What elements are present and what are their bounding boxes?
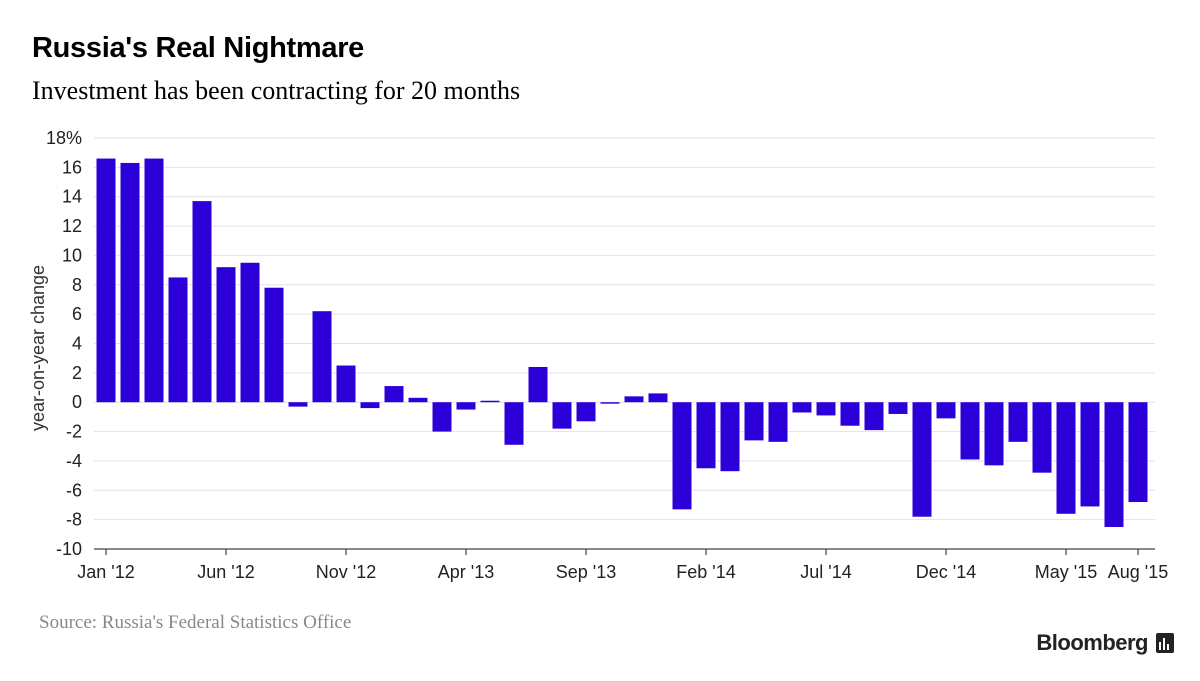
x-tick-label: Jun '12: [197, 562, 254, 582]
y-tick-label: 16: [62, 157, 82, 177]
bar: [792, 402, 812, 413]
bar: [864, 402, 884, 431]
bar: [960, 402, 980, 460]
y-tick-label: 2: [72, 363, 82, 383]
bar: [504, 402, 524, 445]
y-tick-label: -2: [66, 422, 82, 442]
x-tick-label: Dec '14: [916, 562, 976, 582]
bar: [1008, 402, 1028, 442]
bar: [912, 402, 932, 517]
bar: [624, 396, 644, 403]
source-note: Source: Russia's Federal Statistics Offi…: [39, 612, 352, 633]
bar: [672, 402, 692, 510]
bar: [840, 402, 860, 426]
bar: [552, 402, 572, 429]
bar: [1104, 402, 1124, 527]
bar: [120, 162, 140, 403]
bar: [576, 402, 596, 422]
bar: [240, 262, 260, 403]
bar: [408, 397, 428, 403]
bar: [144, 158, 164, 403]
bloomberg-chart-icon: [1156, 633, 1174, 653]
bar: [888, 402, 908, 414]
x-axis: Jan '12 Jun '12 Nov '12 Apr '13 Sep '13 Feb '…: [77, 548, 1169, 582]
bar: [600, 402, 620, 404]
y-tick-label: 12: [62, 216, 82, 236]
bar: [360, 402, 380, 409]
bar: [720, 402, 740, 472]
bar: [744, 402, 764, 441]
bar: [528, 366, 548, 403]
y-axis-ticks: 18% 16 14 12 10 8 6 4 2 0 -2 -4 -6 -8 -10: [46, 128, 82, 559]
bar: [1080, 402, 1100, 507]
x-tick-label: Apr '13: [438, 562, 494, 582]
bar: [216, 267, 236, 403]
y-tick-label: 0: [72, 392, 82, 412]
bar: [168, 277, 188, 403]
y-tick-label: -8: [66, 510, 82, 530]
y-tick-label: 8: [72, 275, 82, 295]
bar: [336, 365, 356, 403]
bar: [936, 402, 956, 419]
bar: [768, 402, 788, 442]
bar: [984, 402, 1004, 466]
bar: [480, 400, 500, 403]
y-tick-label: 6: [72, 304, 82, 324]
y-tick-label: -6: [66, 480, 82, 500]
y-tick-label: 14: [62, 187, 82, 207]
brand-logo: Bloomberg: [1036, 630, 1148, 655]
bar: [264, 287, 284, 403]
bar: [696, 402, 716, 469]
gridlines: [94, 137, 1155, 550]
bar: [384, 386, 404, 403]
bar: [456, 402, 476, 410]
x-tick-label: Nov '12: [316, 562, 376, 582]
x-tick-label: May '15: [1035, 562, 1097, 582]
bar: [1032, 402, 1052, 473]
x-tick-label: Jul '14: [800, 562, 851, 582]
x-tick-label: Jan '12: [77, 562, 134, 582]
x-tick-label: Sep '13: [556, 562, 617, 582]
chart-subtitle: Investment has been contracting for 20 m…: [32, 76, 521, 105]
bar: [288, 402, 308, 407]
bar: [96, 158, 116, 403]
bar: [816, 402, 836, 416]
bar: [432, 402, 452, 432]
y-tick-label: -10: [56, 539, 82, 559]
y-tick-label: 18%: [46, 128, 82, 148]
chart-title: Russia's Real Nightmare: [32, 32, 365, 64]
y-tick-label: 4: [72, 334, 82, 354]
bar: [648, 393, 668, 403]
bar: [1128, 402, 1148, 503]
y-tick-label: -4: [66, 451, 82, 471]
x-tick-label: Aug '15: [1108, 562, 1169, 582]
bar: [312, 311, 332, 403]
bars: [96, 158, 1148, 527]
bar: [192, 201, 212, 403]
bar-chart: 18% 16 14 12 10 8 6 4 2 0 -2 -4 -6 -8 -10 Jan '12 Jun '…: [28, 128, 1169, 582]
y-axis-label: year-on-year change: [28, 265, 48, 431]
x-tick-label: Feb '14: [676, 562, 735, 582]
bar: [1056, 402, 1076, 514]
y-tick-label: 10: [62, 245, 82, 265]
